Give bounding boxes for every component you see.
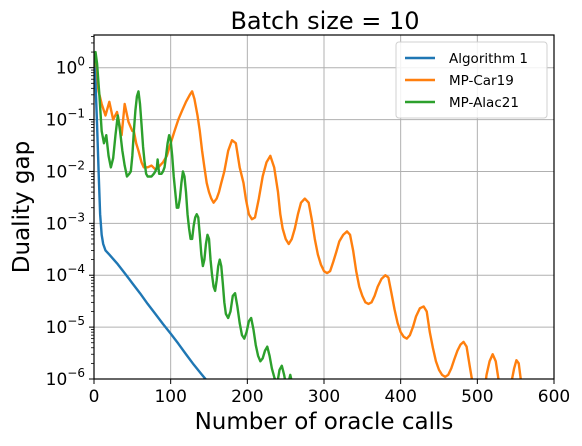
legend-label: Algorithm 1 bbox=[449, 51, 528, 67]
x-tick-label: 300 bbox=[308, 387, 340, 407]
x-tick-label: 100 bbox=[154, 387, 186, 407]
legend-entry: Algorithm 1 bbox=[405, 51, 528, 67]
x-tick-label: 200 bbox=[231, 387, 263, 407]
y-axis-label: Duality gap bbox=[9, 141, 35, 273]
legend: Algorithm 1 MP-Car19 MP-Alac21 bbox=[395, 41, 548, 119]
x-tick-label: 600 bbox=[538, 387, 570, 407]
y-tick-label: 10−6 bbox=[46, 366, 85, 390]
x-tick-label: 500 bbox=[461, 387, 493, 407]
series-layer bbox=[94, 50, 522, 379]
x-axis-label: Number of oracle calls bbox=[195, 409, 454, 435]
legend-entry: MP-Alac21 bbox=[405, 95, 519, 111]
y-tick-label: 100 bbox=[56, 55, 85, 79]
chart-title: Batch size = 10 bbox=[230, 7, 419, 35]
y-tick-label: 10−4 bbox=[46, 262, 85, 286]
y-tick-label: 10−2 bbox=[46, 158, 85, 182]
series-line-mp-alac21 bbox=[94, 50, 293, 379]
y-tick-label: 10−1 bbox=[46, 107, 85, 131]
legend-entry: MP-Car19 bbox=[405, 73, 514, 89]
x-tick-label: 400 bbox=[384, 387, 416, 407]
x-tick-label: 0 bbox=[89, 387, 100, 407]
ticks: 0 100 200 300 400 500 600 10−6 10−5 10−4 10−3 10−2 1… bbox=[46, 36, 570, 407]
y-tick-label: 10−5 bbox=[46, 314, 85, 338]
legend-label: MP-Car19 bbox=[449, 73, 514, 89]
series-line-algorithm-1 bbox=[94, 58, 208, 379]
y-tick-label: 10−3 bbox=[46, 210, 85, 234]
series-line-mp-car19 bbox=[94, 51, 522, 379]
legend-label: MP-Alac21 bbox=[449, 95, 519, 111]
legend-box bbox=[395, 41, 548, 119]
